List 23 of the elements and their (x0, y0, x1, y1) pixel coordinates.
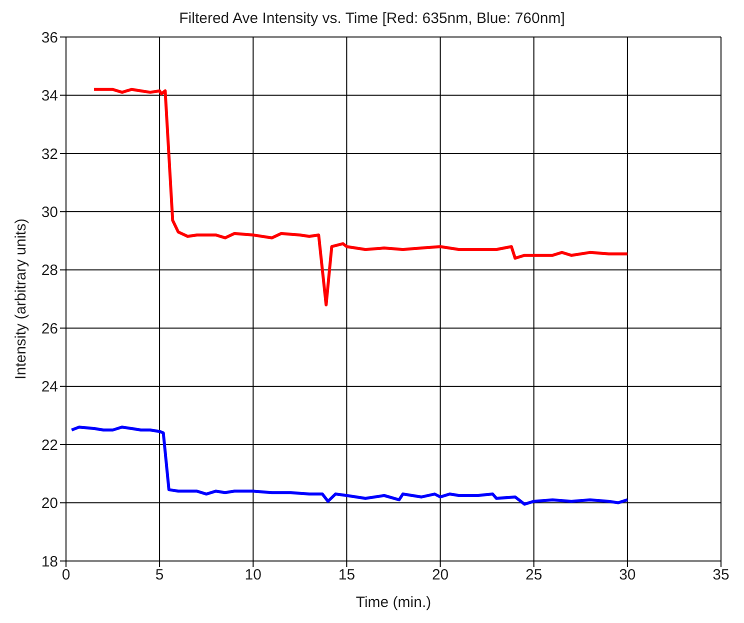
x-tick-label: 10 (244, 566, 262, 584)
y-tick-label: 36 (41, 29, 58, 46)
x-tick-label: 0 (62, 566, 70, 584)
y-tick-label: 18 (41, 553, 58, 570)
x-tick-label: 35 (712, 566, 730, 584)
y-tick-label: 24 (41, 378, 58, 396)
y-axis-title: Intensity (arbitrary units) (12, 218, 30, 380)
x-axis-title: Time (min.) (356, 594, 432, 611)
y-tick-label: 22 (41, 436, 58, 454)
x-tick-label: 5 (155, 566, 164, 584)
x-tick-label: 15 (338, 566, 356, 584)
x-tick-label: 25 (526, 566, 542, 584)
x-tick-label: 20 (432, 566, 449, 584)
y-tick-label: 20 (41, 495, 58, 512)
line-series (92, 88, 629, 306)
y-tick-label: 28 (41, 262, 58, 280)
y-tick-label: 32 (41, 146, 58, 163)
y-tick-label: 26 (41, 320, 58, 338)
line-series (70, 426, 629, 506)
chart-title: Filtered Ave Intensity vs. Time [Red: 635nm, Blue: 760nm] (178, 10, 566, 27)
y-tick-label: 30 (41, 204, 58, 221)
x-tick-label: 30 (619, 566, 636, 584)
y-tick-label: 34 (41, 88, 58, 105)
